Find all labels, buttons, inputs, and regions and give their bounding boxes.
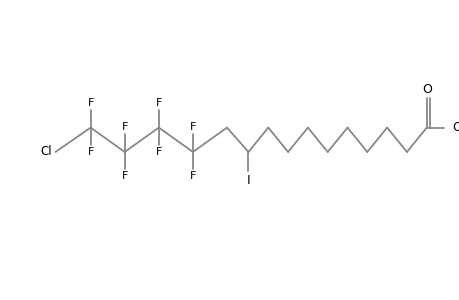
Text: F: F xyxy=(121,171,128,182)
Text: F: F xyxy=(87,147,94,157)
Text: F: F xyxy=(121,122,128,133)
Text: F: F xyxy=(155,147,162,157)
Text: F: F xyxy=(189,171,196,182)
Text: F: F xyxy=(87,98,94,108)
Text: I: I xyxy=(246,174,250,188)
Text: F: F xyxy=(155,98,162,108)
Text: Cl: Cl xyxy=(40,146,51,158)
Text: O: O xyxy=(421,83,431,96)
Text: F: F xyxy=(189,122,196,133)
Text: O: O xyxy=(451,121,459,134)
